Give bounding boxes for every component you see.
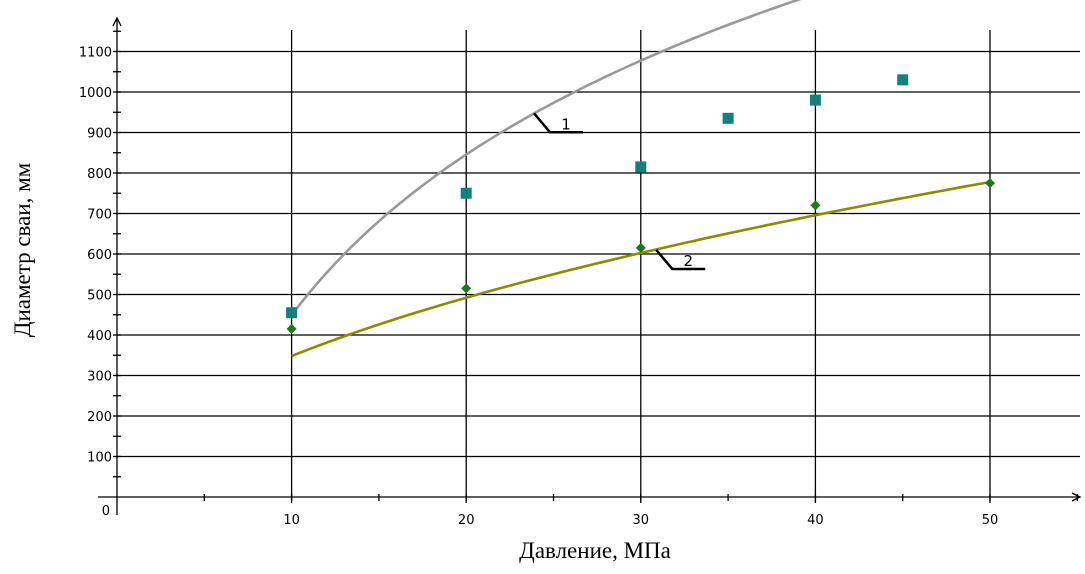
y-tick-label: 200: [87, 410, 112, 425]
data-point-series-1: [635, 161, 647, 173]
callout-leader-1: [533, 112, 584, 134]
y-axis-title: Диаметр сваи, мм: [10, 162, 35, 337]
x-tick-label: 40: [807, 513, 824, 528]
y-tick-label: 900: [87, 127, 112, 142]
data-points: [286, 74, 995, 334]
data-point-series-2: [810, 200, 821, 211]
x-tick-label: 20: [458, 513, 475, 528]
y-tick-label: 1100: [79, 46, 112, 61]
data-point-series-1: [460, 187, 472, 199]
y-axis-arrow: [112, 16, 122, 27]
data-point-series-1: [809, 94, 821, 106]
x-axis-arrow: [1071, 492, 1082, 502]
axes: [98, 16, 1082, 515]
callout-label-2: 2: [683, 252, 693, 270]
y-tick-label: 600: [87, 248, 112, 263]
origin-label: 0: [102, 504, 110, 519]
y-tick-label: 100: [87, 451, 112, 466]
x-tick-label: 10: [283, 513, 300, 528]
y-tick-label: 400: [87, 329, 112, 344]
callout-leader-2: [655, 249, 706, 271]
x-tick-label: 50: [982, 513, 999, 528]
data-point-series-1: [286, 307, 298, 319]
data-point-series-2: [635, 242, 646, 253]
x-axis-title: Давление, МПа: [519, 538, 671, 563]
data-point-series-2: [286, 323, 297, 334]
callouts: 12: [533, 112, 706, 271]
data-point-series-1: [722, 112, 734, 124]
x-tick-label: 30: [633, 513, 650, 528]
data-point-series-2: [985, 178, 995, 189]
data-point-series-1: [897, 74, 909, 86]
y-tick-label: 300: [87, 370, 112, 385]
y-tick-label: 1000: [79, 86, 112, 101]
y-tick-label: 500: [87, 289, 112, 304]
grid: [117, 30, 1080, 503]
callout-label-1: 1: [561, 115, 571, 133]
y-tick-label: 800: [87, 167, 112, 182]
trendline-series-1: [290, 0, 802, 316]
trendlines: [290, 0, 991, 358]
y-tick-label: 700: [87, 208, 112, 223]
trendline-series-2: [291, 180, 991, 358]
data-point-series-2: [461, 283, 472, 294]
